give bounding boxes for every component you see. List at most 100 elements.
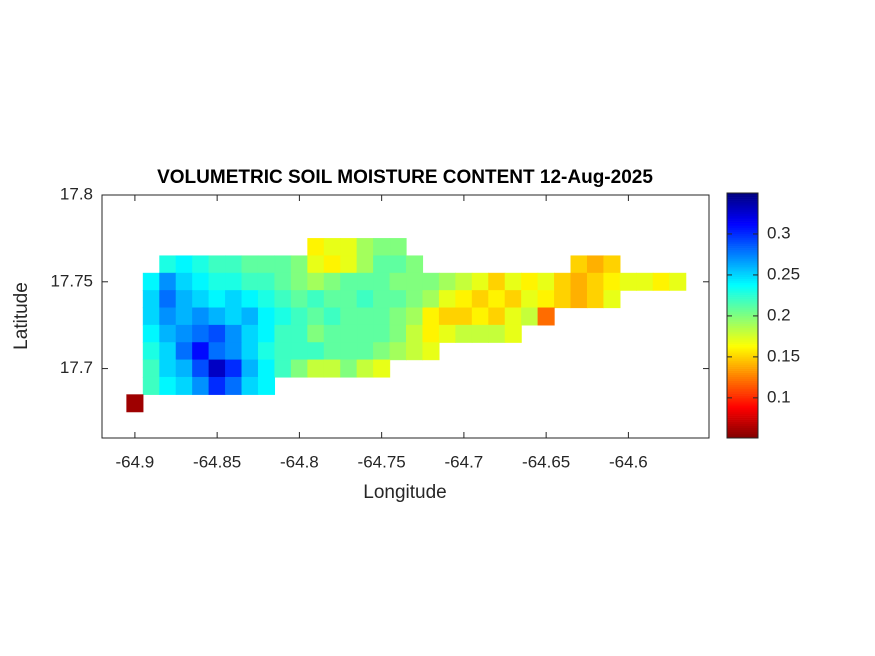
colorbar-swatch: [727, 201, 758, 204]
colorbar-swatch: [727, 384, 758, 388]
map-cell: [208, 255, 226, 274]
map-cell: [225, 272, 243, 291]
map-cell: [471, 290, 489, 309]
colorbar-swatch: [727, 386, 758, 390]
colorbar-swatch: [727, 262, 758, 265]
colorbar-swatch: [727, 319, 758, 322]
colorbar-swatch: [727, 346, 758, 349]
colorbar-swatch: [727, 307, 758, 310]
colorbar-swatch: [727, 235, 758, 239]
x-axis-label: Longitude: [363, 482, 446, 503]
map-cell: [373, 290, 391, 309]
colorbar-swatch: [727, 342, 758, 345]
colorbar-swatch: [727, 215, 758, 218]
map-cell: [192, 359, 210, 378]
colorbar-swatch: [727, 333, 758, 337]
map-cell: [192, 272, 210, 291]
colorbar-swatch: [727, 291, 758, 294]
map-cell: [159, 359, 177, 378]
map-cell: [521, 290, 539, 309]
colorbar-swatch: [727, 276, 758, 280]
colorbar-swatch: [727, 352, 758, 355]
map-cell: [208, 376, 226, 395]
colorbar-swatch: [727, 313, 758, 316]
map-cell: [307, 359, 325, 378]
map-cell: [175, 324, 193, 343]
map-cell: [373, 324, 391, 343]
x-tick-label: -64.7: [445, 452, 484, 471]
colorbar-swatch: [727, 431, 758, 435]
colorbar-swatch: [727, 429, 758, 433]
x-tick-label: -64.6: [609, 452, 648, 471]
colorbar-swatch: [727, 254, 758, 257]
map-cell: [225, 290, 243, 309]
map-cell: [175, 272, 193, 291]
map-cell: [406, 307, 424, 326]
map-cell: [323, 255, 341, 274]
colorbar-tick-label: 0.3: [767, 223, 791, 242]
map-cell: [274, 342, 292, 361]
colorbar-swatch: [727, 205, 758, 208]
colorbar-swatch: [727, 227, 758, 231]
colorbar-swatch: [727, 317, 758, 320]
colorbar-swatch: [727, 374, 758, 378]
colorbar-swatch: [727, 258, 758, 261]
map-cell: [340, 290, 358, 309]
y-axis-label: Latitude: [11, 282, 32, 350]
colorbar-swatch: [727, 231, 758, 235]
map-cell: [274, 272, 292, 291]
map-cell: [241, 272, 259, 291]
x-tick-label: -64.8: [280, 452, 319, 471]
map-cell: [159, 342, 177, 361]
map-cell: [290, 307, 308, 326]
colorbar-swatch: [727, 268, 758, 271]
map-cell: [340, 307, 358, 326]
colorbar-swatch: [727, 309, 758, 312]
map-cell: [142, 290, 160, 309]
colorbar-swatch: [727, 380, 758, 384]
map-cell: [192, 290, 210, 309]
map-cell: [504, 307, 522, 326]
x-tick-label: -64.65: [522, 452, 570, 471]
colorbar-swatch: [727, 248, 758, 251]
map-cell: [175, 359, 193, 378]
map-cell: [471, 272, 489, 291]
map-cell: [225, 324, 243, 343]
colorbar-swatch: [727, 358, 758, 361]
colorbar-swatch: [727, 278, 758, 282]
map-cell: [241, 376, 259, 395]
map-cell: [422, 307, 440, 326]
colorbar-tick-label: 0.2: [767, 305, 791, 324]
map-cell: [521, 272, 539, 291]
colorbar-swatch: [727, 331, 758, 335]
colorbar-swatch: [727, 239, 758, 243]
map-cell: [142, 272, 160, 291]
map-cell: [603, 255, 621, 274]
colorbar-swatch: [727, 209, 758, 212]
y-tick-label: 17.75: [50, 271, 93, 290]
colorbar-swatch: [727, 260, 758, 263]
map-cell: [373, 359, 391, 378]
map-cell: [586, 255, 605, 274]
map-cell: [241, 307, 259, 326]
colorbar-swatch: [727, 413, 758, 416]
map-cell: [356, 342, 374, 361]
map-cell: [323, 307, 341, 326]
map-cell: [373, 272, 391, 291]
map-cell: [537, 290, 555, 309]
map-cell: [521, 307, 539, 326]
map-cell: [586, 290, 605, 309]
colorbar-swatch: [727, 217, 758, 220]
map-cell: [356, 307, 374, 326]
map-cell: [603, 290, 621, 309]
map-cell: [340, 324, 358, 343]
map-cell: [290, 255, 308, 274]
map-cell: [455, 324, 473, 343]
map-cell: [290, 342, 308, 361]
colorbar-swatch: [727, 266, 758, 269]
map-cell: [307, 272, 325, 291]
map-cell: [471, 307, 489, 326]
chart-title: VOLUMETRIC SOIL MOISTURE CONTENT 12-Aug-…: [157, 167, 653, 188]
colorbar-swatch: [727, 274, 758, 278]
map-cell: [192, 255, 210, 274]
